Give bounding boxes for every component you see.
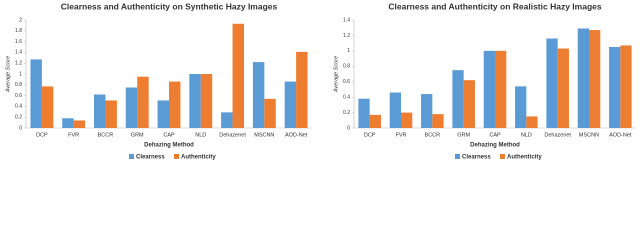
- y-tick-label: 1.8: [15, 28, 22, 34]
- bar: [157, 100, 169, 128]
- bar: [358, 98, 370, 128]
- bar: [105, 100, 117, 128]
- x-tick-label: NLD: [195, 132, 206, 138]
- legend-label: Clearness: [136, 155, 165, 161]
- y-tick-label: 0: [19, 125, 22, 131]
- chart-title: Clearness and Authenticity on Synthetic …: [61, 1, 278, 11]
- bar: [169, 81, 181, 128]
- bar: [452, 70, 464, 128]
- bar: [483, 50, 495, 128]
- y-tick-label: 0.6: [15, 93, 22, 99]
- y-tick-label: 1: [19, 71, 22, 77]
- bar: [252, 62, 265, 129]
- x-tick-label: GRM: [457, 132, 470, 138]
- y-tick-label: 1.2: [343, 33, 350, 39]
- x-tick-label: AOD-Net: [609, 132, 632, 138]
- y-tick-label: 1: [347, 48, 350, 54]
- x-tick-label: CAP: [489, 132, 501, 138]
- legend-swatch: [129, 154, 134, 159]
- bar: [232, 23, 244, 129]
- x-tick-label: MSCNN: [254, 132, 274, 138]
- x-tick-label: MSCNN: [579, 132, 599, 138]
- x-tick-label: NLD: [521, 132, 532, 138]
- bar: [284, 81, 297, 128]
- x-tick-label: BCCR: [425, 132, 441, 138]
- bar: [94, 94, 106, 128]
- bar: [432, 114, 444, 128]
- y-tick-label: 1.4: [343, 17, 350, 23]
- y-tick-label: 1.2: [15, 61, 22, 67]
- legend-label: Authenticity: [181, 155, 216, 161]
- y-tick-label: 0.8: [343, 64, 350, 70]
- bar: [421, 94, 433, 128]
- x-tick-label: FVR: [396, 132, 407, 138]
- legend-swatch: [174, 154, 179, 159]
- x-tick-label: DCP: [36, 132, 48, 138]
- y-axis-label: Average Score: [333, 56, 339, 93]
- x-tick-label: DCP: [364, 132, 376, 138]
- y-tick-label: 0.4: [15, 104, 22, 110]
- legend-label: Clearness: [462, 155, 491, 161]
- y-tick-label: 0.6: [343, 79, 350, 85]
- bar: [73, 120, 86, 128]
- y-tick-label: 0.8: [15, 82, 22, 88]
- x-tick-label: Dehazenet: [219, 132, 246, 138]
- bar: [495, 50, 507, 128]
- x-tick-label: BCCR: [98, 132, 114, 138]
- bar: [189, 74, 201, 128]
- bar: [401, 112, 413, 128]
- bar: [515, 86, 527, 128]
- bar: [137, 76, 149, 128]
- bar: [609, 47, 621, 128]
- chart-title: Clearness and Authenticity on Realistic …: [388, 1, 601, 11]
- bar: [557, 48, 569, 128]
- y-tick-label: 0.2: [15, 115, 22, 121]
- x-tick-label: Dehazenet: [544, 132, 571, 138]
- bar: [125, 87, 138, 128]
- x-tick-label: FVR: [68, 132, 79, 138]
- bar: [589, 30, 601, 128]
- y-tick-label: 2: [19, 17, 22, 23]
- x-axis-label: Dehazing Method: [144, 143, 194, 149]
- x-axis-label: Dehazing Method: [470, 143, 520, 149]
- legend-label: Authenticity: [507, 155, 542, 161]
- bar: [30, 59, 42, 128]
- x-tick-label: GRM: [131, 132, 144, 138]
- y-tick-label: 0: [347, 125, 350, 131]
- bar: [620, 45, 632, 129]
- bar: [577, 28, 589, 128]
- y-tick-label: 1.4: [15, 50, 22, 56]
- x-tick-label: AOD-Net: [285, 132, 308, 138]
- legend-swatch: [500, 154, 505, 159]
- y-tick-label: 0.4: [343, 94, 350, 100]
- bar: [526, 116, 538, 128]
- legend-swatch: [455, 154, 460, 159]
- bar: [41, 86, 54, 128]
- y-tick-label: 0.2: [343, 110, 350, 116]
- bar: [221, 112, 233, 128]
- y-axis-label: Average Score: [5, 56, 11, 93]
- bar: [369, 114, 381, 128]
- bar: [62, 118, 74, 128]
- bar: [389, 92, 401, 128]
- bar: [264, 98, 276, 128]
- bar: [463, 80, 475, 128]
- bar: [296, 51, 308, 128]
- bar: [546, 38, 558, 129]
- figure: Clearness and Authenticity on Synthetic …: [5, 1, 636, 161]
- y-tick-label: 1.6: [15, 39, 22, 45]
- x-tick-label: CAP: [163, 132, 175, 138]
- bar: [200, 74, 213, 128]
